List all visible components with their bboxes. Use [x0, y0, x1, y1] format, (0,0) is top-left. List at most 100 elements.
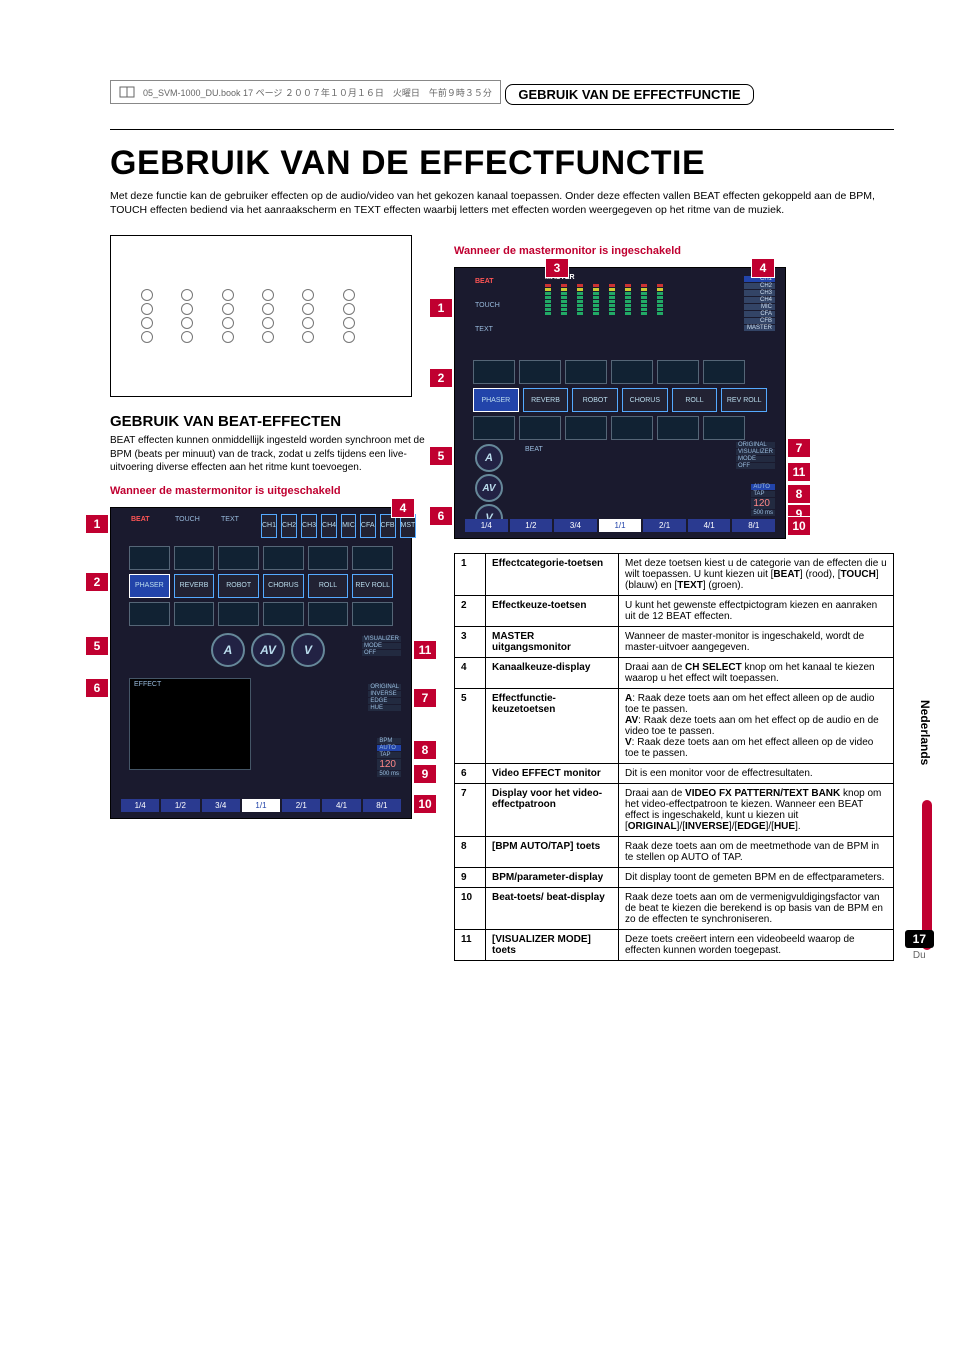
- effect-btn: REVERB: [523, 388, 569, 412]
- tab-beat: BEAT: [475, 278, 494, 285]
- master-on-heading: Wanneer de mastermonitor is ingeschakeld: [454, 245, 894, 257]
- callout: 1: [429, 298, 453, 318]
- row-description: Dit display toont de gemeten BPM en de e…: [619, 868, 894, 888]
- effect-btn: ROBOT: [218, 574, 259, 598]
- row-name: Effectkeuze-toetsen: [486, 596, 619, 627]
- book-icon: [119, 85, 135, 99]
- callout: 11: [787, 462, 811, 482]
- callout: 5: [85, 636, 109, 656]
- master-off-heading: Wanneer de mastermonitor is uitgeschakel…: [110, 485, 430, 497]
- beat-btn: 2/1: [282, 799, 320, 812]
- beat-label: BEAT: [525, 446, 543, 453]
- row-number: 10: [455, 888, 486, 930]
- beat-btn: 8/1: [732, 519, 775, 532]
- callout: 7: [787, 438, 811, 458]
- row-name: MASTER uitgangsmonitor: [486, 627, 619, 658]
- effect-btn: REVERB: [174, 574, 215, 598]
- vis-item: ORIGINAL: [368, 684, 401, 690]
- effect-name-row: PHASER REVERB ROBOT CHORUS ROLL REV ROLL: [129, 574, 393, 598]
- table-row: 8[BPM AUTO/TAP] toetsRaak deze toets aan…: [455, 837, 894, 868]
- bpm-stack: BPM AUTO TAP 120 500 ms: [377, 738, 401, 777]
- effect-icon: [352, 546, 393, 570]
- tab-text: TEXT: [475, 326, 493, 333]
- effect-icon: [611, 360, 653, 384]
- beat-btn: 2/1: [643, 519, 686, 532]
- bpm-item: BPM: [377, 738, 401, 744]
- callout: 10: [787, 516, 811, 536]
- effect-icon: [703, 416, 745, 440]
- bpm-value: 120: [377, 759, 401, 770]
- page-lang: Du: [905, 950, 934, 961]
- device-illustration: [110, 235, 412, 397]
- row-description: Dit is een monitor voor de effectresulta…: [619, 764, 894, 784]
- row-description: Raak deze toets aan om de vermenigvuldig…: [619, 888, 894, 930]
- effect-monitor: EFFECT: [129, 678, 251, 770]
- callout: 8: [413, 740, 437, 760]
- beat-btn: 1/2: [161, 799, 199, 812]
- vis-item: MODE: [362, 643, 401, 649]
- effect-icon: [174, 602, 215, 626]
- divider: [110, 129, 894, 130]
- tab-touch: TOUCH: [175, 516, 200, 523]
- row-name: BPM/parameter-display: [486, 868, 619, 888]
- bpm-item: 500 ms: [751, 510, 775, 516]
- bpm-item: TAP: [377, 752, 401, 758]
- row-number: 11: [455, 930, 486, 961]
- table-row: 4Kanaalkeuze-displayDraai aan de CH SELE…: [455, 658, 894, 689]
- beat-btn: 8/1: [363, 799, 401, 812]
- row-name: [BPM AUTO/TAP] toets: [486, 837, 619, 868]
- effect-btn: REV ROLL: [352, 574, 393, 598]
- callout: 6: [429, 506, 453, 526]
- vis-item: OFF: [736, 463, 775, 469]
- row-description: Deze toets creëert intern een videobeeld…: [619, 930, 894, 961]
- table-row: 9BPM/parameter-displayDit display toont …: [455, 868, 894, 888]
- av-button: AV: [251, 633, 285, 667]
- row-name: [VISUALIZER MODE] toets: [486, 930, 619, 961]
- tab-touch: TOUCH: [475, 302, 500, 309]
- page-title: GEBRUIK VAN DE EFFECTFUNCTIE: [110, 144, 894, 183]
- effect-btn: CHORUS: [263, 574, 304, 598]
- beat-btn: 1/1: [599, 519, 642, 532]
- beat-btn: 1/1: [242, 799, 280, 812]
- beat-strip: 1/4 1/2 3/4 1/1 2/1 4/1 8/1: [465, 519, 775, 532]
- row-name: Video EFFECT monitor: [486, 764, 619, 784]
- ch-item: CH4: [744, 297, 775, 303]
- row-description: A: Raak deze toets aan om het effect all…: [619, 689, 894, 764]
- reference-table: 1Effectcategorie-toetsenMet deze toetsen…: [454, 553, 894, 961]
- print-header-text: 05_SVM-1000_DU.book 17 ページ ２００７年１０月１６日 火…: [143, 86, 492, 99]
- effect-monitor-label: EFFECT: [134, 681, 161, 688]
- effect-icon: [352, 602, 393, 626]
- effect-btn: PHASER: [129, 574, 170, 598]
- ch-btn: CH3: [301, 514, 317, 538]
- row-name: Display voor het video-effectpatroon: [486, 784, 619, 837]
- table-row: 3MASTER uitgangsmonitorWanneer de master…: [455, 627, 894, 658]
- callout: 1: [85, 514, 109, 534]
- ch-item: CH3: [744, 290, 775, 296]
- effect-icon: [263, 602, 304, 626]
- effect-btn: PHASER: [473, 388, 519, 412]
- effect-btn: ROLL: [672, 388, 718, 412]
- bpm-value: 120: [751, 498, 775, 509]
- page-number: 17: [905, 930, 934, 948]
- table-row: 11[VISUALIZER MODE] toetsDeze toets creë…: [455, 930, 894, 961]
- callout: 5: [429, 446, 453, 466]
- tab-beat: BEAT: [131, 516, 150, 523]
- row-number: 6: [455, 764, 486, 784]
- effect-icon: [565, 360, 607, 384]
- channel-stack: CH1 CH2 CH3 CH4 MIC CFA CFB MASTER: [744, 276, 775, 331]
- callout: 2: [85, 572, 109, 592]
- effect-btn: ROBOT: [572, 388, 618, 412]
- effect-icon: [218, 602, 259, 626]
- level-meters: [545, 284, 663, 315]
- ch-item: CH2: [744, 283, 775, 289]
- language-tab: Nederlands: [918, 700, 932, 765]
- row-description: Draai aan de VIDEO FX PATTERN/TEXT BANK …: [619, 784, 894, 837]
- effect-icon: [308, 546, 349, 570]
- tab-text: TEXT: [221, 516, 239, 523]
- av-button: AV: [475, 474, 503, 502]
- callout: 8: [787, 484, 811, 504]
- table-row: 6Video EFFECT monitorDit is een monitor …: [455, 764, 894, 784]
- avv-buttons: A AV V: [211, 633, 325, 667]
- effect-icon-row-2: [129, 602, 393, 626]
- effect-icon-row: [473, 360, 767, 384]
